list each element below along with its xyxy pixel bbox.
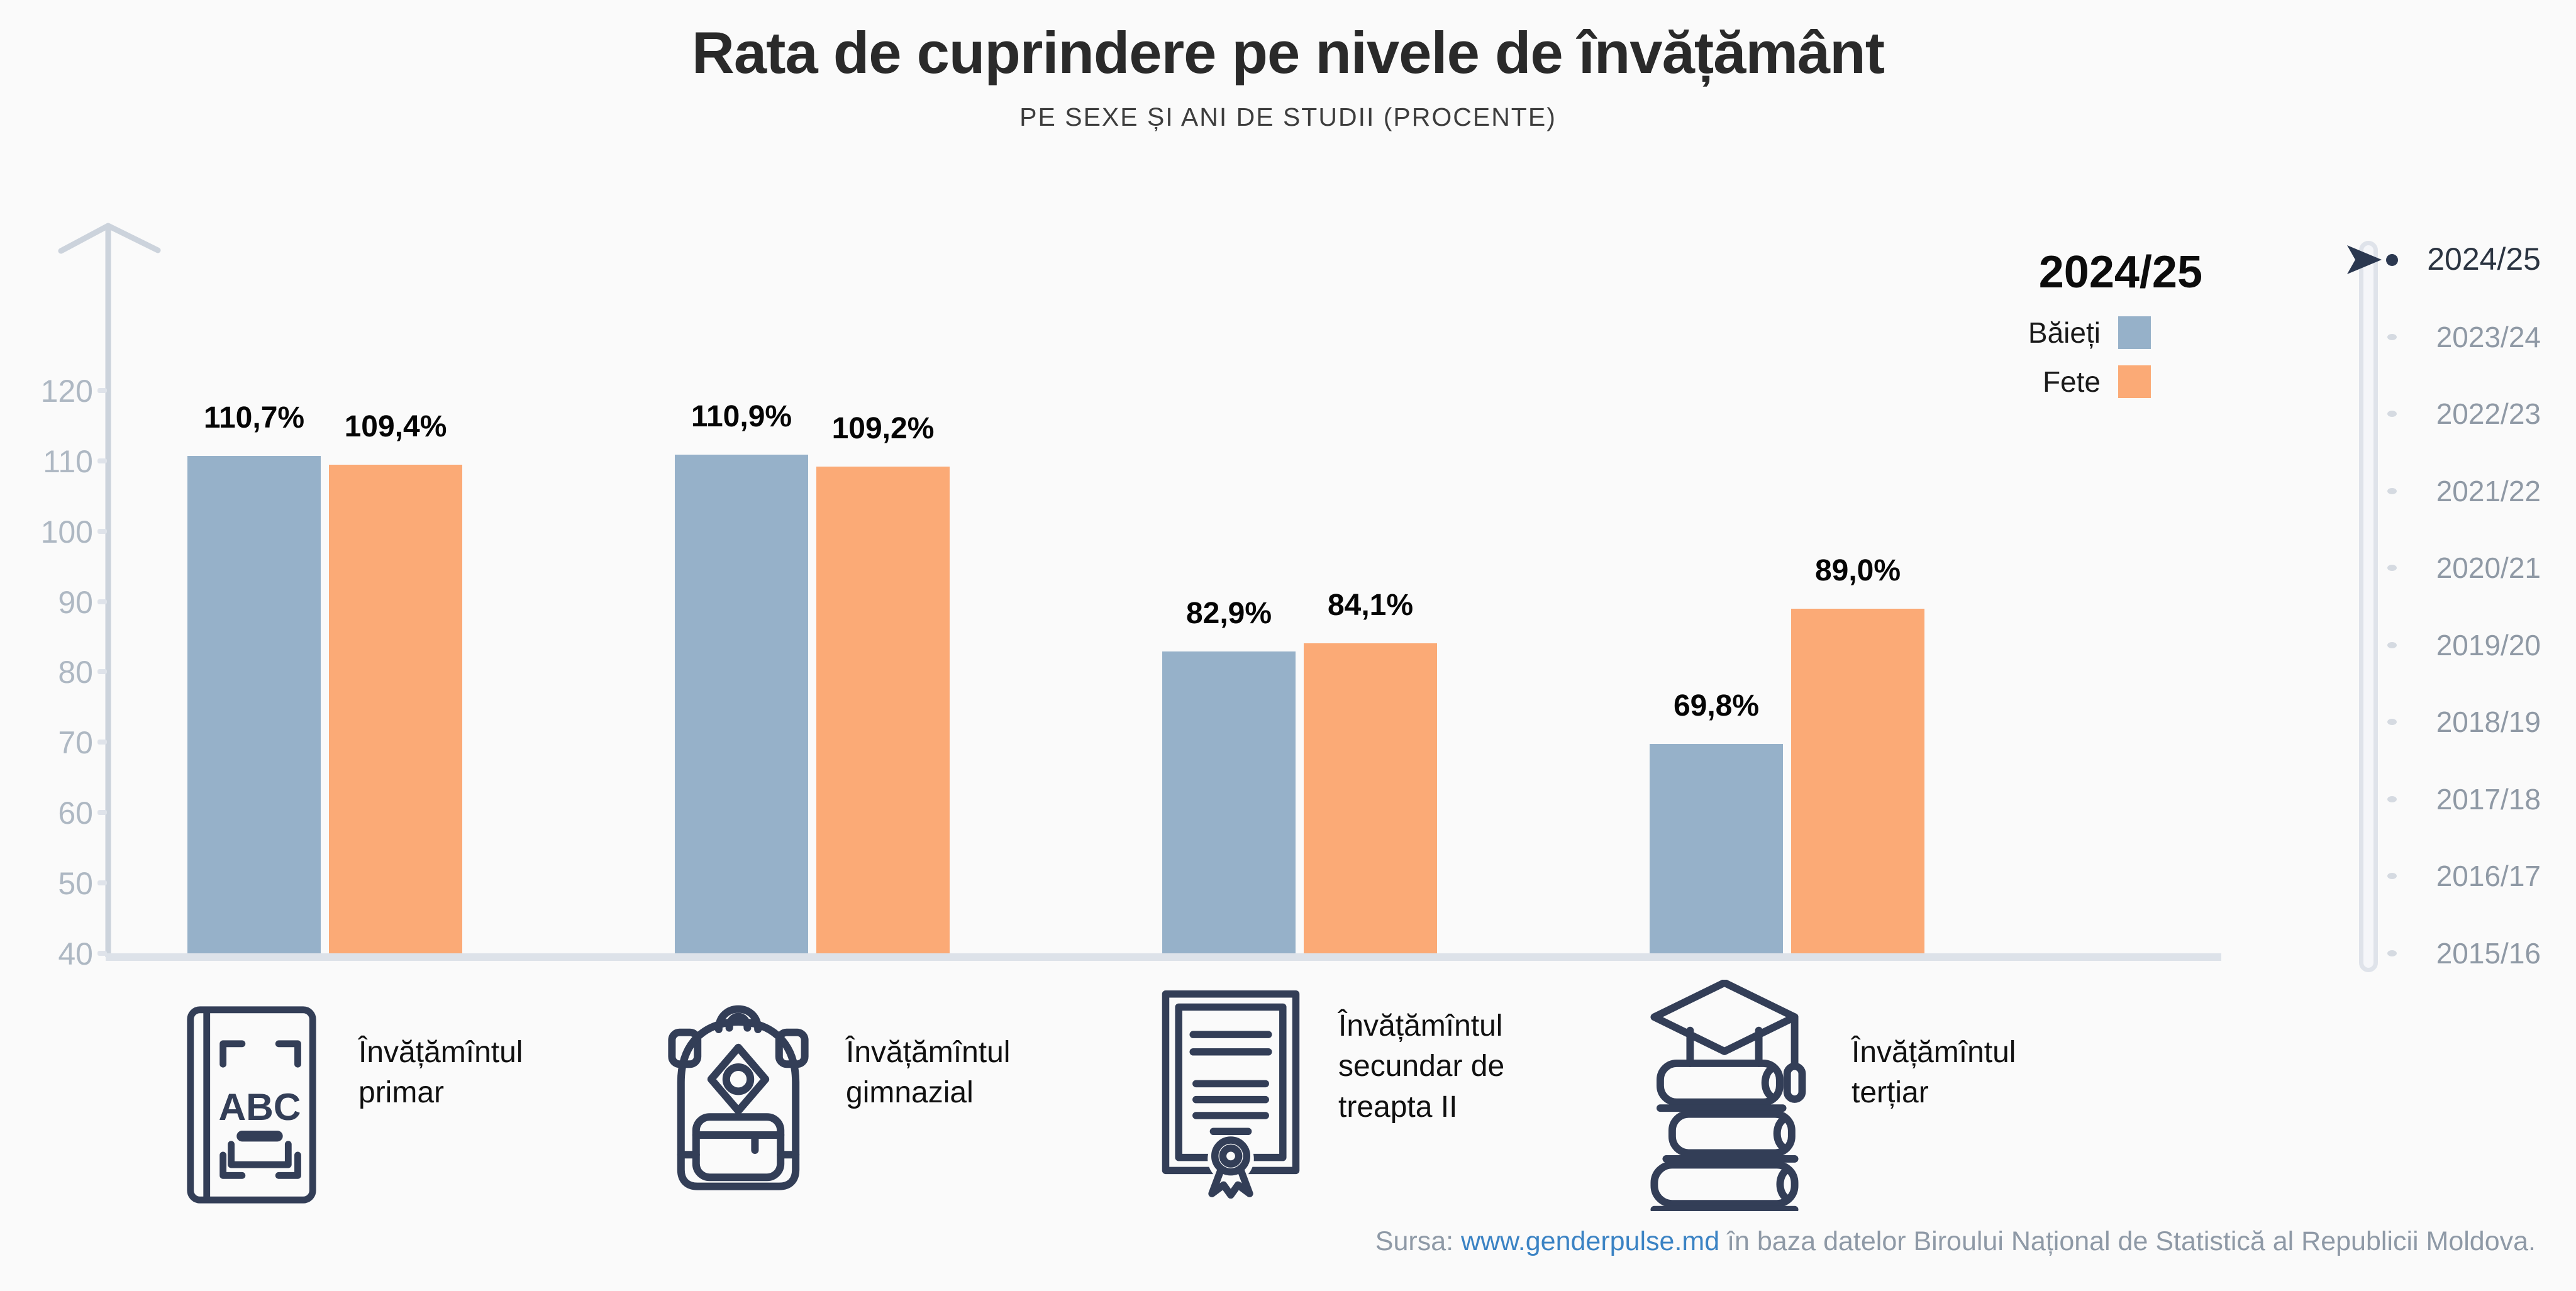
timeline-year[interactable]: 2024/25 [2427, 241, 2541, 277]
source-link[interactable]: www.genderpulse.md [1461, 1226, 1720, 1256]
timeline-year[interactable]: 2020/21 [2436, 551, 2541, 584]
y-tick-mark [97, 810, 107, 816]
timeline-dot[interactable] [2387, 641, 2397, 648]
timeline-track[interactable] [2359, 241, 2378, 972]
bar-value-label: 84,1% [1327, 588, 1414, 622]
legend-item-label: Băieți [2028, 316, 2101, 349]
y-tick-label: 100 [40, 514, 93, 550]
certificate-icon [1158, 985, 1303, 1199]
backpack-icon [663, 987, 814, 1200]
timeline-dot[interactable] [2387, 795, 2397, 802]
timeline-year[interactable]: 2021/22 [2436, 474, 2541, 507]
page-title: Rata de cuprindere pe nivele de învățămâ… [691, 19, 1885, 86]
svg-text:ABC: ABC [218, 1085, 301, 1128]
legend: Băieți Fete [2028, 316, 2151, 398]
timeline-year[interactable]: 2022/23 [2436, 397, 2541, 430]
timeline-dot[interactable] [2387, 487, 2397, 494]
timeline-year[interactable]: 2023/24 [2436, 320, 2541, 353]
timeline-dot[interactable] [2387, 565, 2397, 571]
y-tick-mark [97, 951, 107, 956]
y-tick-label: 80 [58, 655, 93, 690]
bar-fete-3[interactable] [1304, 643, 1437, 953]
source-note: Sursa: www.genderpulse.md în baza datelo… [1375, 1226, 2536, 1257]
bar-băieți-1[interactable] [187, 455, 321, 953]
legend-color-swatch [2118, 365, 2151, 398]
category-label: Învățămîntul primar [358, 1036, 523, 1110]
bar-value-label: 69,8% [1673, 689, 1760, 723]
y-tick-label: 70 [58, 725, 93, 761]
bar-băieți-4[interactable] [1650, 743, 1783, 953]
legend-item-băieți: Băieți [2028, 316, 2151, 349]
timeline-dot[interactable] [2386, 254, 2398, 266]
bar-value-label: 110,9% [691, 399, 792, 433]
y-tick-label: 120 [40, 373, 93, 409]
page-subtitle: PE SEXE ȘI ANI DE STUDII (PROCENTE) [1019, 103, 1557, 131]
y-tick-label: 60 [58, 795, 93, 831]
timeline-year[interactable]: 2017/18 [2436, 782, 2541, 816]
bar-băieți-2[interactable] [675, 454, 808, 953]
bar-fete-4[interactable] [1791, 608, 1924, 953]
y-tick-label: 110 [43, 443, 93, 479]
timeline-dot[interactable] [2387, 719, 2397, 725]
legend-color-swatch [2118, 316, 2151, 349]
bar-value-label: 109,4% [344, 410, 447, 444]
category-label: Învățămîntul secundar de treapta II [1338, 1009, 1505, 1124]
legend-item-fete: Fete [2028, 365, 2151, 398]
abc-book-icon: ABC [184, 1001, 319, 1209]
timeline-year[interactable]: 2015/16 [2436, 936, 2541, 970]
timeline-dot[interactable] [2387, 333, 2397, 340]
bar-value-label: 109,2% [831, 411, 935, 445]
category-label: Învățămîntul gimnazial [846, 1036, 1011, 1110]
legend-item-label: Fete [2042, 365, 2101, 398]
y-tick-mark [97, 387, 107, 393]
source-prefix: Sursa: [1375, 1226, 1462, 1256]
timeline-year[interactable]: 2018/19 [2436, 706, 2541, 738]
bar-value-label: 82,9% [1185, 596, 1272, 630]
graduation-books-icon [1630, 978, 1819, 1214]
bar-băieți-3[interactable] [1162, 651, 1296, 953]
y-tick-mark [97, 669, 107, 675]
y-tick-mark [97, 528, 107, 534]
timeline-year[interactable]: 2019/20 [2436, 628, 2541, 662]
y-tick-label: 40 [58, 936, 93, 972]
bar-value-label: 110,7% [203, 401, 305, 435]
bar-fete-1[interactable] [329, 465, 462, 953]
y-tick-label: 50 [58, 866, 93, 902]
timeline-cursor-icon [2347, 245, 2382, 274]
timeline-dot[interactable] [2387, 411, 2397, 417]
y-tick-mark [97, 880, 107, 886]
source-suffix: în baza datelor Biroului Național de Sta… [1719, 1226, 2536, 1256]
legend-selected-year: 2024/25 [2038, 247, 2202, 297]
timeline-dot[interactable] [2387, 873, 2397, 879]
y-tick-mark [97, 458, 107, 463]
bar-fete-2[interactable] [816, 466, 950, 953]
category-label: Învățămîntul terțiar [1852, 1036, 2016, 1110]
timeline-year[interactable]: 2016/17 [2436, 860, 2541, 892]
y-tick-mark [97, 599, 107, 604]
y-tick-mark [97, 740, 107, 745]
timeline-dot[interactable] [2387, 950, 2397, 956]
bar-value-label: 89,0% [1814, 553, 1901, 587]
y-tick-label: 90 [58, 584, 93, 620]
